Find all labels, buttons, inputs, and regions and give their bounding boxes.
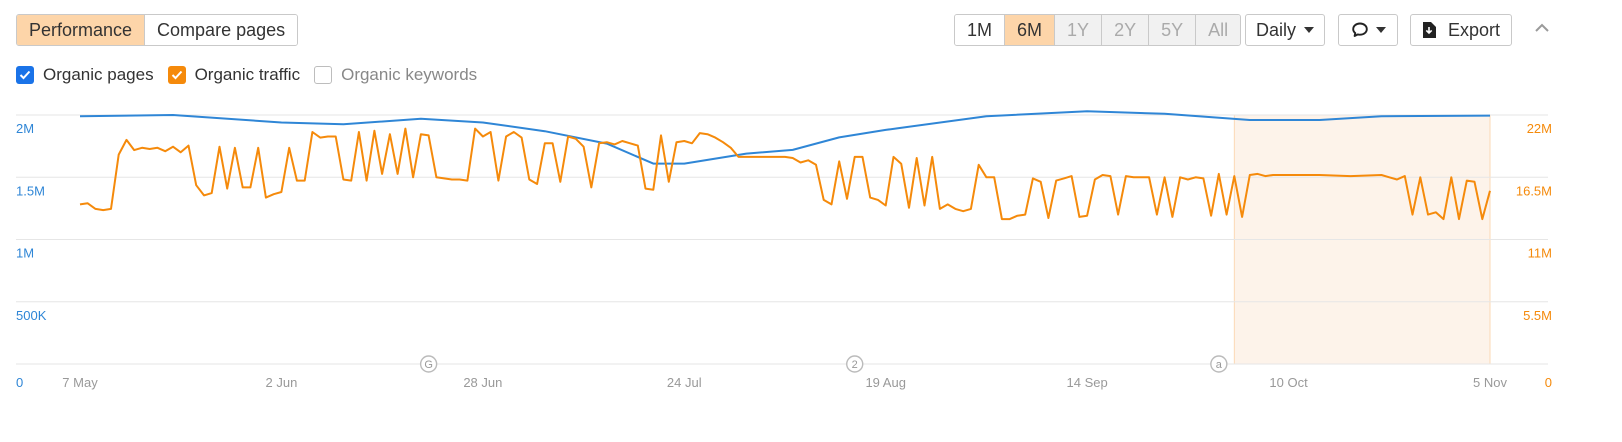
event-marker [846, 355, 864, 373]
legend-label: Organic keywords [341, 65, 478, 84]
legend-organic-pages[interactable]: Organic pages [16, 65, 154, 85]
checkbox-unchecked-icon[interactable] [314, 66, 333, 84]
legend-organic-keywords[interactable]: Organic keywords [314, 65, 477, 85]
range-1y[interactable]: 1Y [1055, 15, 1103, 45]
x-tick-label: 24 Jul [667, 375, 702, 390]
event-marker-label: G [424, 359, 433, 371]
legend-label: Organic pages [43, 65, 154, 84]
x-tick-label: 19 Aug [865, 375, 906, 390]
y-right-tick-label: 16.5M [1516, 183, 1552, 198]
y-left-tick-label: 0 [16, 375, 23, 390]
download-icon [1422, 22, 1436, 38]
granularity-label: Daily [1255, 19, 1296, 40]
range-6m[interactable]: 6M [1005, 15, 1056, 45]
x-tick-label: 2 Jun [266, 375, 298, 390]
range-all[interactable]: All [1196, 15, 1241, 45]
y-right-tick-label: 0 [1545, 375, 1552, 390]
view-tabs: Performance Compare pages [16, 14, 299, 46]
y-right-tick-label: 11M [1528, 246, 1552, 261]
series-line-organic-traffic [79, 127, 1491, 221]
y-left-tick-label: 1M [16, 246, 34, 261]
tab-compare-pages[interactable]: Compare pages [145, 15, 298, 45]
series-line-organic-pages [79, 110, 1491, 165]
checkbox-checked-icon[interactable] [16, 66, 34, 84]
tab-performance[interactable]: Performance [17, 15, 146, 45]
comment-icon [1351, 22, 1368, 37]
event-marker-label: a [1216, 359, 1223, 371]
x-tick-label: 28 Jun [463, 375, 502, 390]
event-marker-label: 2 [852, 359, 858, 371]
chevron-down-icon [1375, 27, 1386, 33]
x-tick-label: 14 Sep [1067, 375, 1108, 390]
chevron-up-icon[interactable] [1534, 22, 1550, 34]
chevron-down-icon [1304, 27, 1314, 33]
y-right-tick-label: 5.5M [1523, 308, 1552, 323]
y-left-tick-label: 2M [16, 121, 34, 136]
event-marker [1210, 355, 1228, 373]
range-5y[interactable]: 5Y [1149, 15, 1197, 45]
legend-label: Organic traffic [194, 65, 301, 84]
event-marker [419, 355, 438, 373]
range-selector: 1M 6M 1Y 2Y 5Y All [954, 14, 1242, 46]
chart-legend: Organic pages Organic traffic Organic ke… [16, 65, 491, 85]
export-label: Export [1447, 19, 1501, 40]
granularity-dropdown[interactable]: Daily [1245, 14, 1325, 46]
x-tick-label: 7 May [62, 375, 98, 390]
performance-chart: 0 0 500K 5.5M 1M 11M 1.5M 16.5M 2M 22M 7 May 2 Jun 2… [16, 110, 1552, 390]
y-right-tick-label: 22M [1527, 121, 1552, 136]
x-tick-label: 10 Oct [1269, 375, 1308, 390]
y-left-tick-label: 500K [16, 308, 47, 323]
range-2y[interactable]: 2Y [1102, 15, 1150, 45]
y-left-tick-label: 1.5M [16, 183, 45, 198]
checkbox-checked-icon[interactable] [167, 66, 186, 84]
range-1m[interactable]: 1M [955, 15, 1006, 45]
export-button[interactable]: Export [1410, 14, 1512, 46]
legend-organic-traffic[interactable]: Organic traffic [167, 65, 301, 85]
annotations-dropdown[interactable] [1338, 14, 1398, 46]
x-tick-label: 5 Nov [1473, 375, 1507, 390]
